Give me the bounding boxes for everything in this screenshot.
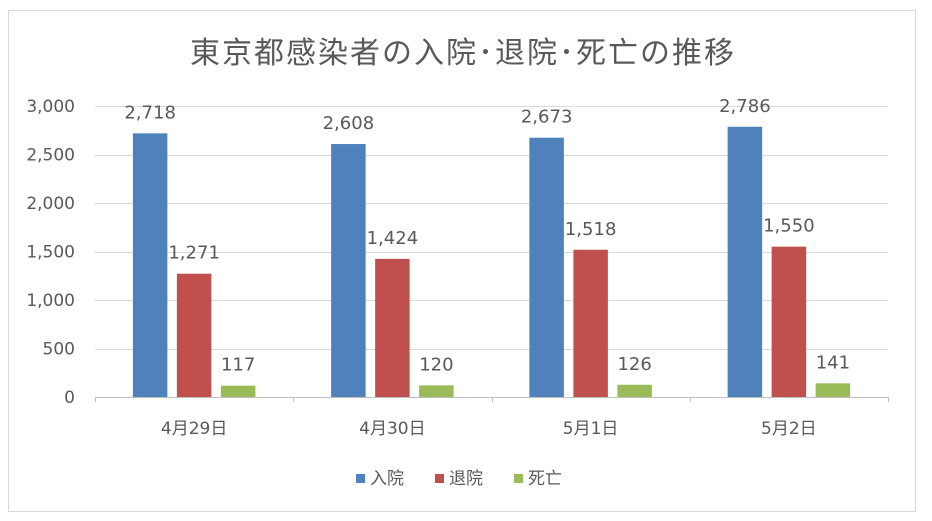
bar-series-0-cat-0: [132, 133, 168, 397]
y-tick-label-4: 2,000: [26, 194, 75, 214]
y-tick-label-0: 0: [64, 388, 75, 408]
bar-series-1-cat-2: [573, 249, 608, 397]
x-axis-tick-labels: 4月29日 4月30日 5月1日 5月2日: [161, 419, 817, 439]
legend-swatch-1: [435, 474, 444, 483]
data-label-series-0-cat-3: 2,786: [719, 96, 771, 117]
x-tick-label-1: 4月30日: [359, 419, 425, 439]
bar-series-2-cat-3: [815, 383, 851, 397]
data-label-series-2-cat-2: 126: [617, 354, 651, 375]
data-label-series-2-cat-0: 117: [221, 355, 255, 376]
legend-swatch-0: [356, 474, 365, 483]
bar-series-0-cat-2: [529, 137, 564, 397]
legend: 入院 退院 死亡: [356, 469, 562, 489]
x-tick-label-3: 5月2日: [761, 419, 817, 439]
data-label-series-2-cat-1: 120: [419, 354, 453, 375]
bar-series-1-cat-0: [176, 273, 212, 397]
bar-series-2-cat-0: [220, 385, 256, 397]
bar-series-1-cat-1: [375, 258, 410, 397]
bar-series-1-cat-3: [771, 246, 807, 397]
x-tick-label-2: 5月1日: [563, 419, 619, 439]
bar-series-2-cat-1: [419, 385, 454, 397]
y-axis-tick-labels: 0 500 1,000 1,500 2,000 2,500 3,000: [26, 97, 75, 408]
legend-label-1: 退院: [449, 469, 483, 489]
chart-title: 東京都感染者の入院･退院･死亡の推移: [190, 36, 736, 71]
legend-label-0: 入院: [370, 469, 404, 489]
data-label-series-0-cat-1: 2,608: [323, 113, 375, 134]
data-label-series-0-cat-0: 2,718: [124, 102, 176, 123]
y-tick-label-1: 500: [43, 340, 75, 360]
data-label-series-1-cat-1: 1,424: [367, 228, 419, 249]
y-tick-label-5: 2,500: [26, 146, 75, 166]
legend-swatch-2: [514, 474, 523, 483]
y-tick-label-6: 3,000: [26, 97, 75, 117]
data-label-series-1-cat-3: 1,550: [763, 216, 815, 237]
y-tick-label-3: 1,500: [26, 243, 75, 263]
data-labels: 2,718 1,271 117 2,608 1,424 120 2,673 1,518 126 2…: [124, 96, 850, 376]
bar-series-2-cat-2: [617, 384, 652, 397]
x-axis: [95, 397, 889, 402]
y-tick-label-2: 1,000: [26, 291, 75, 311]
bar-series-0-cat-1: [331, 144, 366, 397]
bars: [132, 126, 851, 398]
bar-series-0-cat-3: [727, 126, 763, 398]
data-label-series-1-cat-2: 1,518: [565, 219, 617, 240]
x-tick-label-0: 4月29日: [161, 419, 227, 439]
data-label-series-2-cat-3: 141: [816, 352, 850, 373]
data-label-series-0-cat-2: 2,673: [521, 107, 573, 128]
data-label-series-1-cat-0: 1,271: [168, 243, 220, 264]
legend-label-2: 死亡: [528, 469, 562, 489]
